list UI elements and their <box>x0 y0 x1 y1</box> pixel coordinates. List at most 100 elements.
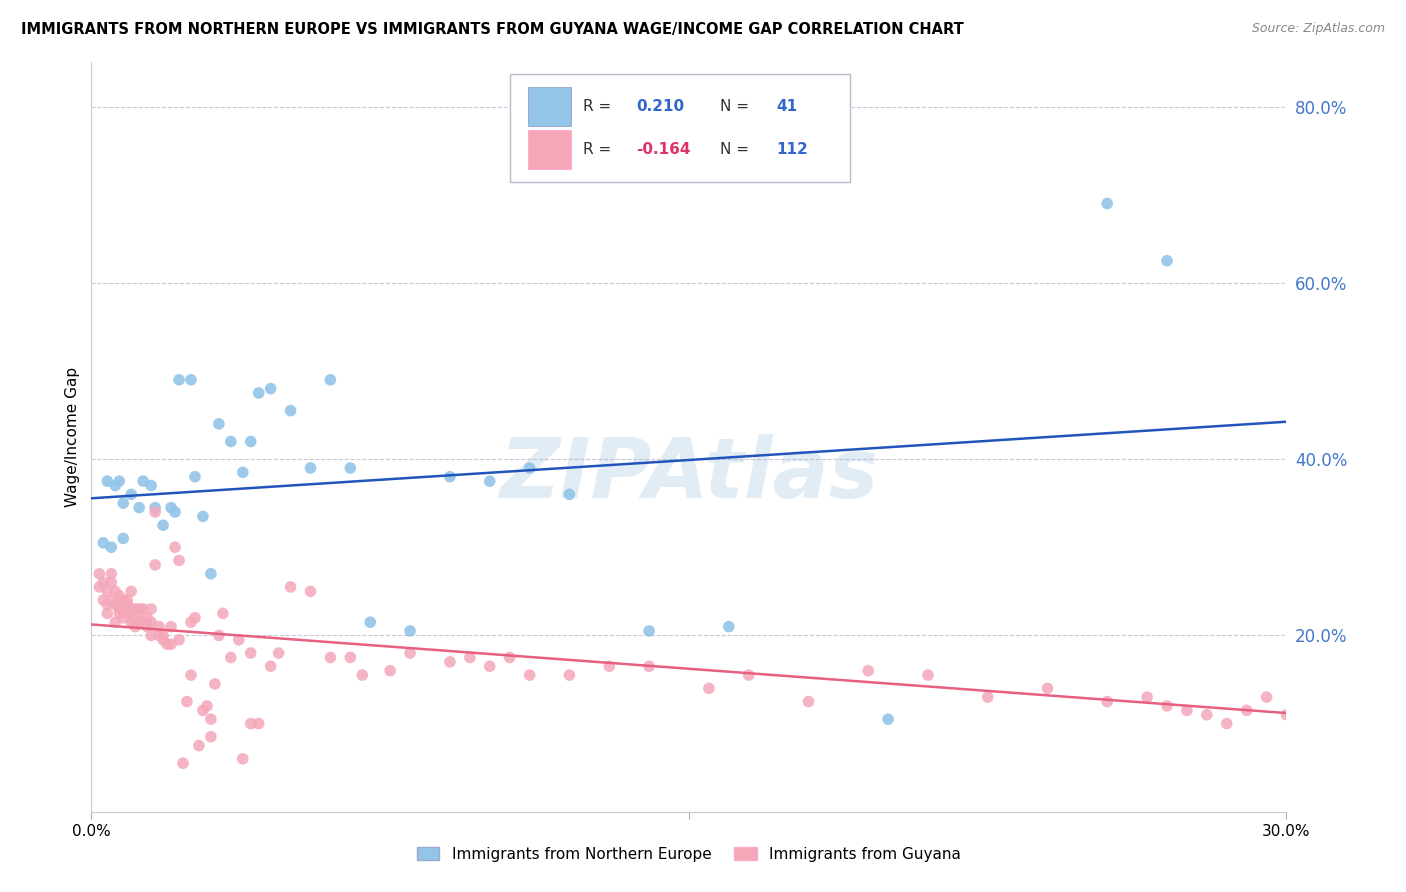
Point <box>208 417 231 431</box>
Point <box>128 500 150 515</box>
Point <box>120 615 142 630</box>
Point <box>247 386 270 401</box>
Point <box>1336 703 1358 717</box>
Point <box>180 615 202 630</box>
Point <box>917 668 939 682</box>
Text: Source: ZipAtlas.com: Source: ZipAtlas.com <box>1251 22 1385 36</box>
Point <box>200 730 222 744</box>
Point <box>160 619 183 633</box>
Point <box>112 602 135 616</box>
Point <box>232 752 254 766</box>
Point <box>280 403 302 417</box>
Point <box>100 541 122 555</box>
Point <box>120 602 142 616</box>
Point <box>1256 690 1278 705</box>
Point <box>184 611 207 625</box>
Point <box>239 434 262 449</box>
Point <box>299 461 322 475</box>
Point <box>89 580 111 594</box>
Point <box>737 668 759 682</box>
Point <box>247 716 270 731</box>
Point <box>1355 707 1378 722</box>
Point <box>141 478 162 492</box>
Point <box>120 584 142 599</box>
Point <box>478 659 501 673</box>
Point <box>108 607 131 621</box>
Point <box>143 500 166 515</box>
Point <box>93 593 115 607</box>
Point <box>132 615 155 630</box>
Point <box>558 668 581 682</box>
Point <box>163 541 186 555</box>
Point <box>96 584 118 599</box>
Point <box>339 461 361 475</box>
Point <box>399 646 422 660</box>
Point <box>128 615 150 630</box>
FancyBboxPatch shape <box>509 74 851 182</box>
Point <box>152 628 174 642</box>
Text: N =: N = <box>720 142 754 157</box>
Point <box>259 659 281 673</box>
Point <box>96 598 118 612</box>
Point <box>1284 681 1306 696</box>
Point <box>132 602 155 616</box>
Point <box>638 624 661 638</box>
Point <box>108 589 131 603</box>
Point <box>141 602 162 616</box>
Point <box>976 690 998 705</box>
Point <box>143 558 166 572</box>
Y-axis label: Wage/Income Gap: Wage/Income Gap <box>65 367 80 508</box>
Text: ZIPAtlas: ZIPAtlas <box>499 434 879 515</box>
Point <box>136 611 159 625</box>
Point <box>167 373 190 387</box>
Point <box>156 637 179 651</box>
Point <box>1308 707 1330 722</box>
Point <box>112 496 135 510</box>
Point <box>1367 686 1389 700</box>
FancyBboxPatch shape <box>527 130 571 169</box>
Point <box>104 478 127 492</box>
Point <box>160 637 183 651</box>
Point <box>1195 707 1218 722</box>
Point <box>697 681 720 696</box>
Text: 41: 41 <box>776 99 797 114</box>
Point <box>1215 716 1237 731</box>
Point <box>208 628 231 642</box>
Point <box>638 659 661 673</box>
Point <box>1315 698 1337 713</box>
Legend: Immigrants from Northern Europe, Immigrants from Guyana: Immigrants from Northern Europe, Immigra… <box>411 840 967 868</box>
Point <box>180 668 202 682</box>
Point <box>112 611 135 625</box>
Point <box>378 664 402 678</box>
Point <box>239 716 262 731</box>
Point <box>1156 253 1178 268</box>
Point <box>259 382 281 396</box>
Text: -0.164: -0.164 <box>637 142 690 157</box>
Point <box>152 632 174 647</box>
Point <box>141 628 162 642</box>
Point <box>141 615 162 630</box>
Point <box>1295 690 1317 705</box>
Point <box>112 593 135 607</box>
Point <box>280 580 302 594</box>
Point <box>160 500 183 515</box>
Point <box>191 703 214 717</box>
Point <box>124 602 146 616</box>
Point <box>195 698 218 713</box>
Point <box>519 461 541 475</box>
Point <box>204 677 226 691</box>
Point <box>115 598 138 612</box>
Point <box>100 593 122 607</box>
Point <box>1375 698 1398 713</box>
Point <box>319 650 342 665</box>
Point <box>93 575 115 590</box>
Point <box>132 474 155 488</box>
Point <box>319 373 342 387</box>
Point <box>299 584 322 599</box>
Text: 0.210: 0.210 <box>637 99 685 114</box>
Point <box>200 566 222 581</box>
Point <box>172 756 194 771</box>
Point <box>877 712 900 726</box>
Point <box>89 566 111 581</box>
Point <box>1236 703 1258 717</box>
